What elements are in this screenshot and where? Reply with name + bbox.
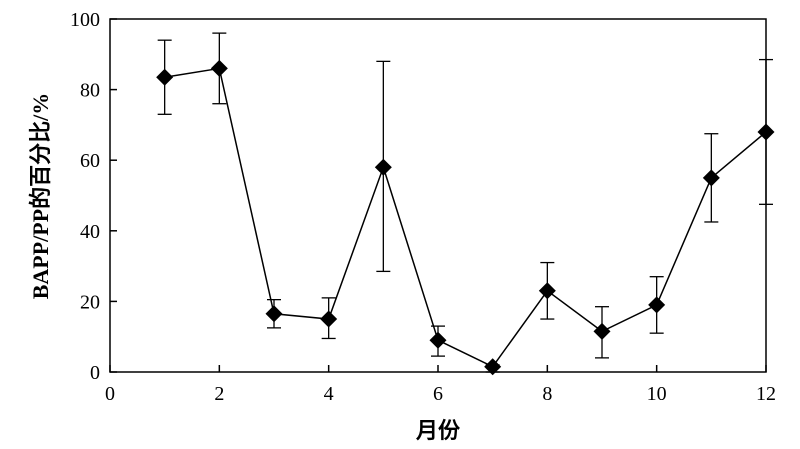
data-point bbox=[265, 305, 283, 323]
data-point bbox=[156, 68, 174, 86]
x-tick-label: 6 bbox=[433, 383, 443, 405]
y-axis: 0 20 40 60 80 100 bbox=[70, 9, 117, 384]
y-tick-label: 100 bbox=[70, 9, 100, 31]
y-tick-label: 80 bbox=[80, 80, 100, 102]
y-tick-label: 60 bbox=[80, 150, 100, 172]
x-tick-label: 8 bbox=[542, 383, 552, 405]
y-tick-label: 40 bbox=[80, 221, 100, 243]
x-tick-label: 12 bbox=[756, 383, 776, 405]
plot-frame bbox=[109, 18, 767, 373]
series-line bbox=[164, 67, 767, 368]
x-tick-label: 0 bbox=[105, 383, 115, 405]
data-point bbox=[702, 169, 720, 187]
y-tick-label: 20 bbox=[80, 291, 100, 313]
data-point bbox=[484, 358, 502, 376]
data-point bbox=[210, 59, 228, 77]
x-axis: 0 2 4 6 8 10 12 bbox=[105, 365, 776, 405]
data-point bbox=[757, 123, 775, 141]
plot-border bbox=[109, 18, 767, 373]
data-point bbox=[538, 282, 556, 300]
x-tick-label: 10 bbox=[647, 383, 667, 405]
data-markers bbox=[156, 59, 775, 376]
data-point bbox=[648, 296, 666, 314]
data-point bbox=[320, 310, 338, 328]
y-axis-title: BAPP/PP的百分比/% bbox=[28, 93, 53, 300]
series-line-group bbox=[164, 67, 767, 368]
x-tick-label: 2 bbox=[214, 383, 224, 405]
data-point bbox=[593, 322, 611, 340]
data-point bbox=[374, 158, 392, 176]
x-tick-label: 4 bbox=[324, 383, 334, 405]
data-point bbox=[429, 331, 447, 349]
y-tick-label: 0 bbox=[90, 362, 100, 384]
x-axis-title: 月份 bbox=[415, 418, 461, 443]
